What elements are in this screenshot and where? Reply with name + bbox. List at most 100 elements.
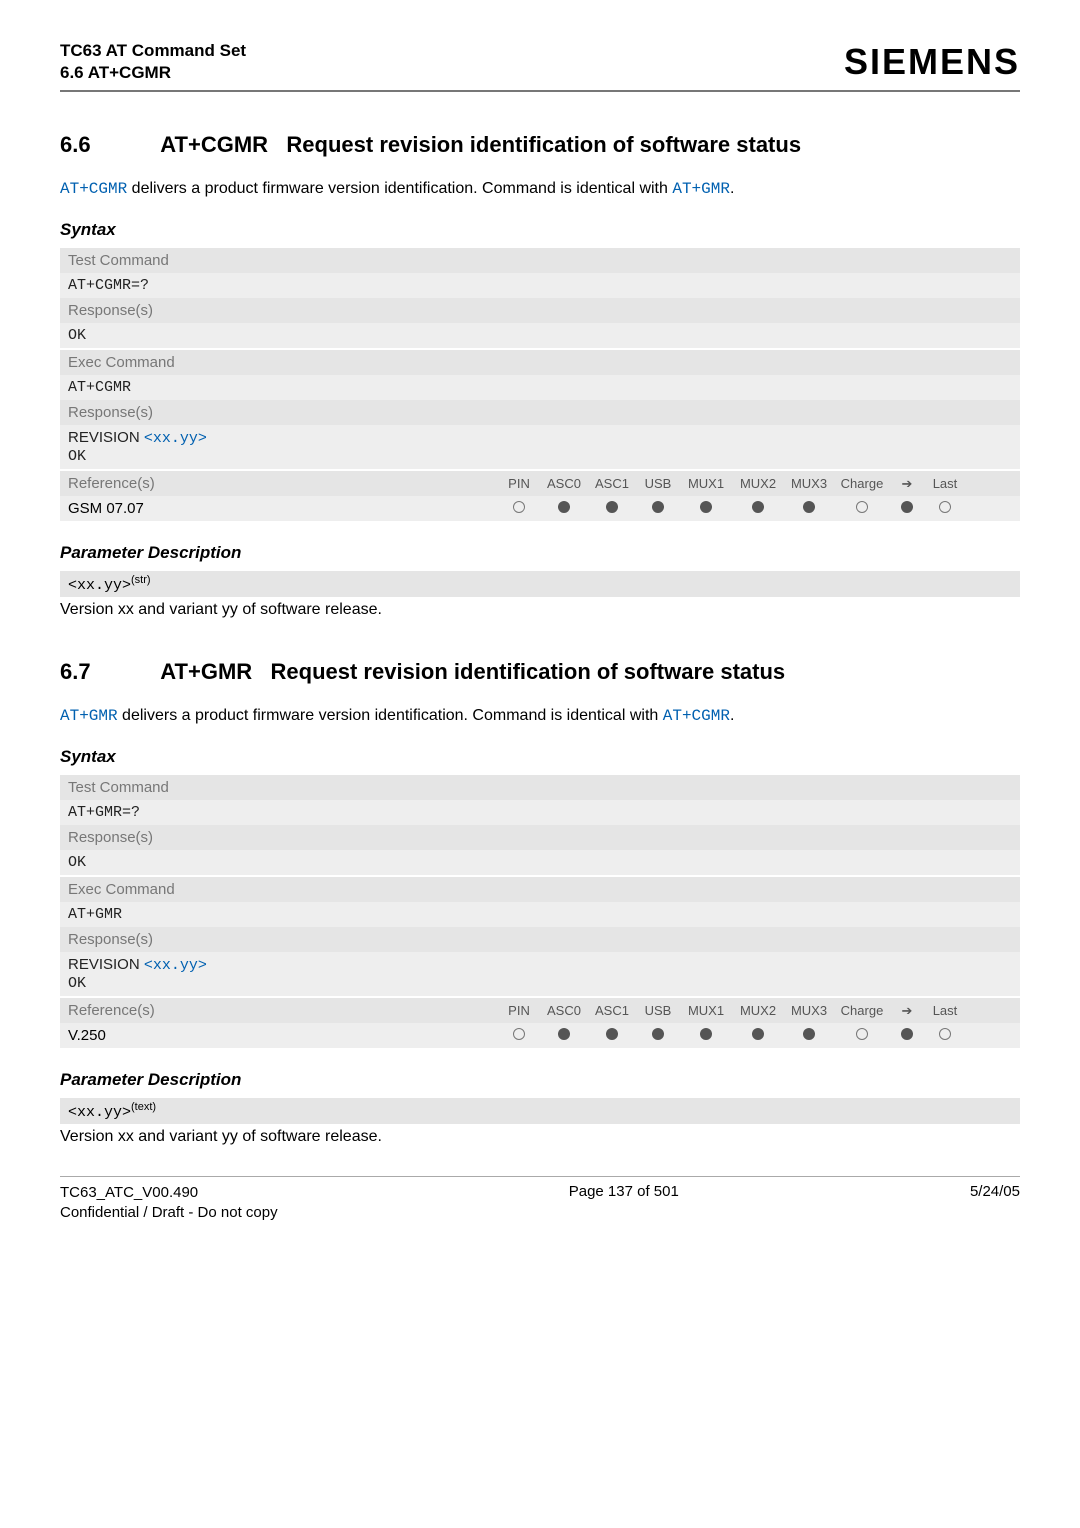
col-header: ASC1 [588, 1003, 636, 1019]
dot-filled-icon [558, 1028, 570, 1040]
col-header: PIN [498, 1003, 540, 1019]
support-cell [784, 1027, 834, 1044]
support-cell [924, 500, 966, 517]
syntax-heading: Syntax [60, 747, 1020, 767]
footer-doc-id: TC63_ATC_V00.490 [60, 1184, 198, 1201]
col-header: PIN [498, 476, 540, 492]
section-title: Request revision identification of softw… [271, 659, 786, 684]
page-header: TC63 AT Command Set 6.6 AT+CGMR SIEMENS [60, 40, 1020, 84]
response-ok: OK [60, 323, 1020, 348]
col-header: ASC1 [588, 476, 636, 492]
section-number: 6.6 [60, 132, 155, 158]
param-link[interactable]: <xx.yy> [144, 957, 207, 974]
dot-empty-icon [856, 501, 868, 513]
header-title: TC63 AT Command Set 6.6 AT+CGMR [60, 40, 246, 84]
col-header: USB [636, 476, 680, 492]
dot-filled-icon [803, 501, 815, 513]
exec-command: AT+CGMR [60, 375, 1020, 400]
param-tag: <xx.yy>(text) [60, 1098, 1020, 1124]
col-header: MUX1 [680, 476, 732, 492]
response-label: Response(s) [60, 927, 1020, 952]
reference-data-row: V.250 [60, 1023, 1020, 1048]
dot-empty-icon [513, 501, 525, 513]
test-command: AT+GMR=? [60, 800, 1020, 825]
response-label: Response(s) [60, 298, 1020, 323]
support-cell [732, 500, 784, 517]
support-cell [540, 500, 588, 517]
support-cell [784, 500, 834, 517]
response-label: Response(s) [60, 825, 1020, 850]
response-ok: OK [60, 850, 1020, 875]
brand-logo: SIEMENS [844, 41, 1020, 83]
support-cell [890, 500, 924, 517]
param-text: Version xx and variant yy of software re… [60, 1128, 1020, 1146]
col-header: ➔ [890, 476, 924, 492]
col-header: MUX2 [732, 476, 784, 492]
reference-header-row: Reference(s) PINASC0ASC1USBMUX1MUX2MUX3C… [60, 471, 1020, 496]
dot-filled-icon [752, 1028, 764, 1040]
support-cell [680, 500, 732, 517]
exec-command: AT+GMR [60, 902, 1020, 927]
col-header: ASC0 [540, 476, 588, 492]
response-label: Response(s) [60, 400, 1020, 425]
col-header: MUX3 [784, 1003, 834, 1019]
section-heading: 6.7 AT+GMR Request revision identificati… [60, 659, 1020, 685]
section-heading: 6.6 AT+CGMR Request revision identificat… [60, 132, 1020, 158]
response-revision: REVISION <xx.yy> OK [60, 952, 1020, 996]
intro-text: AT+CGMR delivers a product firmware vers… [60, 180, 1020, 198]
support-cell [924, 1027, 966, 1044]
dot-filled-icon [652, 1028, 664, 1040]
cmd-link[interactable]: AT+GMR [672, 180, 730, 198]
support-cell [636, 1027, 680, 1044]
support-cell [588, 500, 636, 517]
test-command-label: Test Command [60, 775, 1020, 800]
cmd-link[interactable]: AT+CGMR [663, 707, 730, 725]
reference-header-row: Reference(s) PINASC0ASC1USBMUX1MUX2MUX3C… [60, 998, 1020, 1023]
intro-text: AT+GMR delivers a product firmware versi… [60, 707, 1020, 725]
reference-label: Reference(s) [68, 1002, 498, 1019]
col-header: Charge [834, 1003, 890, 1019]
exec-command-label: Exec Command [60, 877, 1020, 902]
dot-filled-icon [803, 1028, 815, 1040]
support-cell [680, 1027, 732, 1044]
cmd-link[interactable]: AT+GMR [60, 707, 118, 725]
col-header: Last [924, 476, 966, 492]
support-cell [498, 1027, 540, 1044]
col-header: Charge [834, 476, 890, 492]
section-number: 6.7 [60, 659, 155, 685]
param-desc-heading: Parameter Description [60, 1070, 1020, 1090]
section-cmd: AT+CGMR [160, 132, 268, 157]
support-cell [890, 1027, 924, 1044]
param-link[interactable]: <xx.yy> [144, 430, 207, 447]
reference-value: V.250 [68, 1027, 498, 1044]
footer-date: 5/24/05 [970, 1183, 1020, 1222]
dot-filled-icon [652, 501, 664, 513]
section-title: Request revision identification of softw… [286, 132, 801, 157]
col-header: MUX3 [784, 476, 834, 492]
col-header: USB [636, 1003, 680, 1019]
col-header: MUX1 [680, 1003, 732, 1019]
response-revision: REVISION <xx.yy> OK [60, 425, 1020, 469]
dot-filled-icon [752, 501, 764, 513]
col-header: Last [924, 1003, 966, 1019]
dot-filled-icon [700, 1028, 712, 1040]
reference-value: GSM 07.07 [68, 500, 498, 517]
dot-empty-icon [856, 1028, 868, 1040]
support-cell [498, 500, 540, 517]
param-text: Version xx and variant yy of software re… [60, 601, 1020, 619]
support-cell [834, 500, 890, 517]
exec-command-label: Exec Command [60, 350, 1020, 375]
dot-filled-icon [606, 501, 618, 513]
reference-data-row: GSM 07.07 [60, 496, 1020, 521]
dot-filled-icon [901, 501, 913, 513]
cmd-link[interactable]: AT+CGMR [60, 180, 127, 198]
col-header: ASC0 [540, 1003, 588, 1019]
reference-label: Reference(s) [68, 475, 498, 492]
col-header: MUX2 [732, 1003, 784, 1019]
dot-empty-icon [513, 1028, 525, 1040]
param-desc-heading: Parameter Description [60, 543, 1020, 563]
dot-filled-icon [606, 1028, 618, 1040]
header-line1: TC63 AT Command Set [60, 41, 246, 60]
footer-page: Page 137 of 501 [569, 1183, 679, 1222]
dot-empty-icon [939, 1028, 951, 1040]
